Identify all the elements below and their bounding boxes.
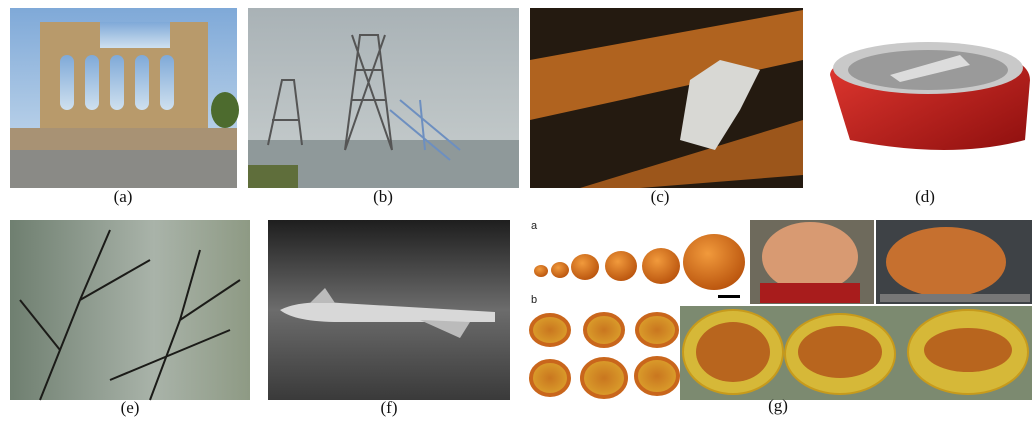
photo-b [248, 8, 519, 188]
figure: (a) (b) (c) (d) (e) [0, 0, 1036, 423]
photo-g [531, 220, 1032, 400]
photo-e [10, 220, 250, 400]
caption: (f) [381, 398, 398, 417]
photo-a [10, 8, 239, 188]
inset-label: a [531, 220, 538, 232]
caption: (g) [768, 396, 788, 415]
caption: (b) [373, 187, 393, 206]
photo-d [830, 42, 1030, 150]
caption: (c) [651, 187, 670, 206]
caption: (d) [915, 187, 935, 206]
inset-label: b [531, 294, 537, 306]
caption: (a) [114, 187, 133, 206]
caption: (e) [121, 398, 140, 417]
photo-c [530, 8, 803, 188]
photo-f [268, 220, 510, 400]
